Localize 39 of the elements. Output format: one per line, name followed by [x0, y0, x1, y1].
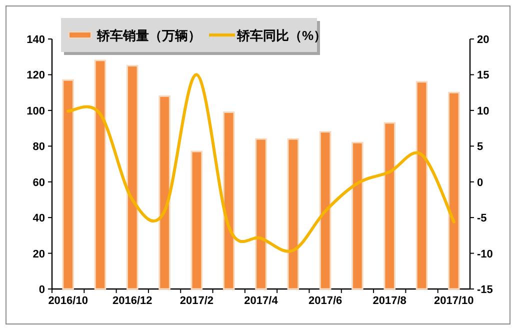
bar: [416, 81, 428, 290]
bar: [126, 65, 138, 290]
bar: [190, 150, 203, 290]
y-tick-label: 100: [26, 105, 45, 118]
bar: [94, 60, 106, 290]
x-tick-label: 2017/10: [434, 295, 474, 307]
legend-label: 轿车销量（万辆）: [96, 28, 201, 43]
x-tick-label: 2016/12: [112, 295, 152, 307]
x-tick-label: 2017/8: [372, 295, 406, 307]
y-tick-label: 0: [38, 284, 45, 296]
y-tick-label: 60: [32, 176, 45, 189]
x-tick-label: 2017/6: [308, 295, 342, 307]
y2-tick-label: 20: [477, 34, 490, 46]
y2-tick-label: -10: [477, 248, 493, 260]
bar: [255, 138, 267, 290]
bar: [62, 79, 74, 290]
bar: [352, 142, 364, 290]
x-tick-label: 2017/2: [180, 295, 214, 307]
y2-tick-label: 0: [477, 176, 484, 189]
y2-tick-label: 10: [477, 105, 490, 118]
legend-label: 轿车同比（%）: [236, 28, 327, 43]
bar: [384, 122, 396, 290]
y-tick-label: 20: [32, 248, 45, 260]
y-tick-label: 80: [32, 141, 45, 154]
bar: [158, 95, 170, 290]
y2-tick-label: 5: [477, 141, 484, 154]
bar: [448, 92, 460, 290]
y-tick-label: 120: [26, 70, 45, 82]
y-tick-label: 40: [32, 212, 45, 225]
line-series: [66, 73, 456, 253]
y2-tick-label: -5: [477, 212, 487, 225]
y-tick-label: 140: [26, 34, 45, 46]
x-tick-label: 2016/10: [48, 295, 88, 307]
bar: [319, 131, 332, 290]
y2-tick-label: 15: [477, 70, 490, 82]
y2-tick-label: -15: [477, 284, 493, 296]
bar: [287, 138, 300, 290]
bar: [222, 111, 235, 290]
x-tick-label: 2017/4: [244, 295, 279, 307]
